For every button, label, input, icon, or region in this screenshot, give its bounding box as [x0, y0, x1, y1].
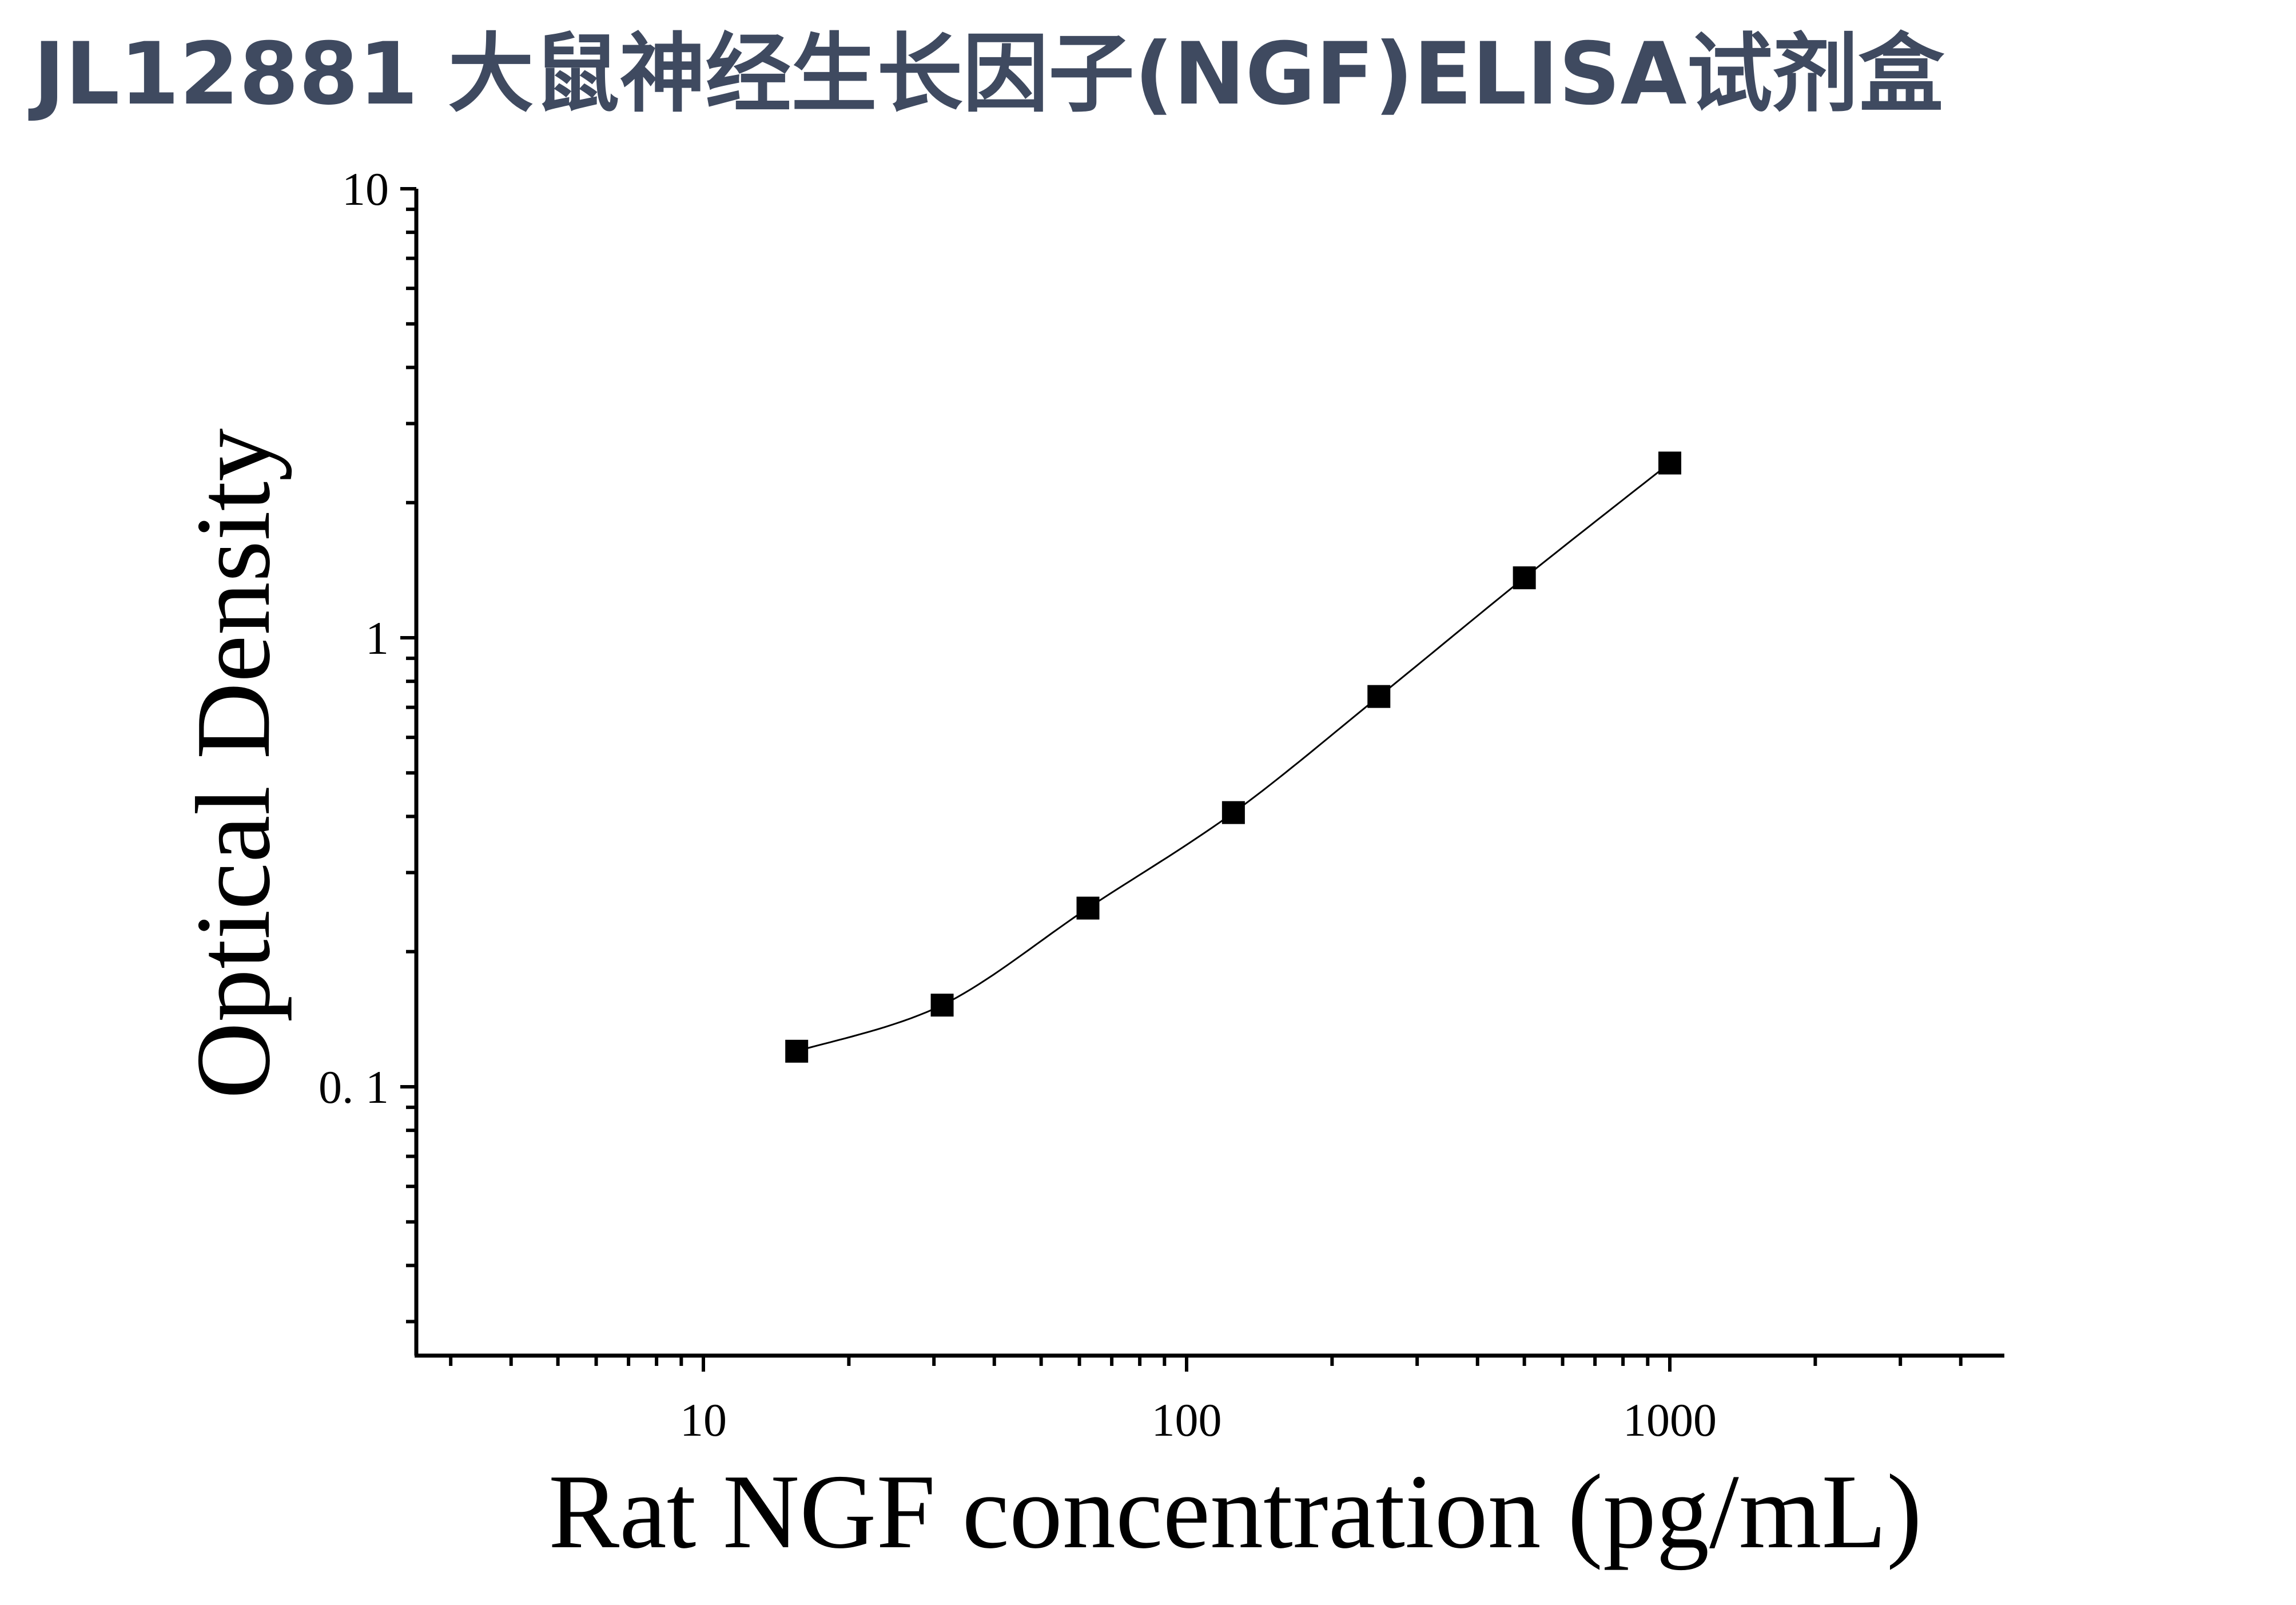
y-tick-label: 1 — [365, 612, 389, 664]
data-point-marker — [1658, 451, 1681, 475]
y-tick-label: 10 — [342, 163, 389, 215]
data-point-marker — [785, 1039, 809, 1063]
x-tick-label: 10 — [680, 1394, 727, 1446]
x-tick-label: 100 — [1152, 1394, 1222, 1446]
x-axis-title: Rat NGF concentration (pg/mL) — [548, 1453, 1922, 1571]
data-point-marker — [1367, 685, 1391, 708]
data-point-marker — [930, 994, 954, 1017]
data-point-marker — [1513, 566, 1536, 590]
data-point-marker — [1076, 896, 1100, 920]
y-axis-title: Optical Density — [174, 428, 292, 1099]
x-tick-label: 1000 — [1623, 1394, 1717, 1446]
fit-curve — [796, 462, 1670, 1052]
page-title: JL12881 大鼠神经生长因子(NGF)ELISA试剂盒 — [33, 25, 1944, 124]
axes: 10 100 1000 0. 1 1 10 — [319, 163, 2004, 1446]
y-tick-label: 0. 1 — [319, 1061, 389, 1113]
data-point-marker — [1221, 801, 1245, 824]
data-points — [785, 451, 1681, 1063]
